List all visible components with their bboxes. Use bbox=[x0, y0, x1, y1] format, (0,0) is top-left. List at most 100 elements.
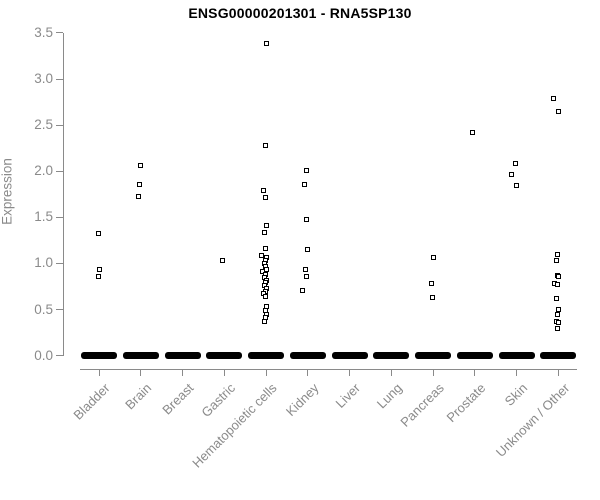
data-point bbox=[137, 181, 143, 187]
x-tick-label: Lung bbox=[374, 380, 406, 412]
y-tick-label: 0.5 bbox=[34, 301, 53, 317]
x-tick-label: Brain bbox=[122, 380, 155, 413]
x-tick-label: Kidney bbox=[282, 380, 322, 420]
y-axis-tick bbox=[56, 216, 63, 218]
x-axis-tick bbox=[390, 368, 392, 376]
data-point bbox=[555, 319, 561, 325]
x-tick-label: Gastric bbox=[198, 380, 239, 421]
zero-expression-bar bbox=[122, 352, 159, 359]
data-point bbox=[96, 266, 102, 272]
y-axis-label: Expression bbox=[0, 158, 15, 225]
y-axis-tick bbox=[56, 32, 63, 34]
data-point bbox=[555, 108, 561, 114]
y-axis-line bbox=[62, 32, 64, 356]
data-point bbox=[555, 307, 561, 313]
x-axis-line bbox=[80, 368, 577, 370]
x-tick-label: Breast bbox=[159, 380, 197, 418]
data-point bbox=[430, 255, 436, 261]
data-point bbox=[554, 311, 560, 317]
data-point bbox=[554, 251, 560, 257]
data-point bbox=[554, 325, 560, 331]
zero-expression-bar bbox=[289, 352, 326, 359]
y-axis-tick bbox=[56, 355, 63, 357]
data-point bbox=[262, 142, 268, 148]
x-tick-label: Prostate bbox=[443, 380, 489, 426]
data-point bbox=[428, 281, 434, 287]
x-tick-label: Liver bbox=[332, 380, 364, 411]
data-point bbox=[263, 40, 269, 46]
x-axis-tick bbox=[557, 368, 559, 376]
data-point bbox=[555, 273, 561, 279]
zero-expression-bar bbox=[164, 352, 201, 359]
data-point bbox=[138, 163, 144, 169]
data-point bbox=[300, 287, 306, 293]
data-point bbox=[550, 95, 556, 101]
y-tick-label: 1.5 bbox=[34, 209, 53, 225]
data-point bbox=[261, 319, 267, 325]
data-point bbox=[509, 172, 514, 178]
y-axis-tick bbox=[56, 262, 63, 264]
x-tick-label: Hematopoietic cells bbox=[189, 380, 280, 471]
x-axis-tick bbox=[265, 368, 267, 376]
data-point bbox=[262, 294, 268, 300]
data-point bbox=[263, 266, 269, 272]
x-tick-label: Bladder bbox=[70, 380, 113, 423]
data-point bbox=[554, 282, 560, 288]
x-tick-label: Pancreas bbox=[397, 380, 447, 430]
data-point bbox=[304, 273, 310, 279]
data-point bbox=[302, 181, 308, 187]
zero-expression-bar bbox=[248, 352, 284, 359]
data-point bbox=[262, 194, 268, 200]
zero-expression-bar bbox=[81, 352, 117, 359]
chart-title: ENSG00000201301 - RNA5SP130 bbox=[188, 5, 412, 21]
data-point bbox=[514, 182, 519, 188]
data-point bbox=[259, 269, 265, 275]
zero-expression-bar bbox=[331, 352, 368, 359]
data-point bbox=[95, 273, 101, 279]
zero-expression-bar bbox=[415, 352, 451, 359]
zero-expression-bar bbox=[498, 352, 535, 359]
zero-expression-bar bbox=[206, 352, 243, 359]
data-point bbox=[429, 295, 435, 301]
y-tick-label: 3.5 bbox=[34, 24, 53, 40]
data-point bbox=[513, 161, 518, 167]
y-tick-label: 3.0 bbox=[34, 71, 53, 86]
data-point bbox=[553, 258, 559, 264]
data-point bbox=[260, 188, 266, 194]
x-axis-tick bbox=[349, 368, 350, 376]
data-point bbox=[304, 216, 310, 222]
x-axis-tick bbox=[182, 368, 183, 376]
zero-expression-bar bbox=[456, 352, 493, 359]
y-axis-tick bbox=[56, 78, 63, 80]
x-axis-tick bbox=[307, 368, 309, 376]
y-tick-label: 1.0 bbox=[34, 255, 53, 271]
y-tick-label: 2.5 bbox=[34, 117, 53, 133]
x-axis-tick bbox=[98, 368, 100, 376]
x-axis-tick bbox=[516, 368, 517, 376]
y-axis-tick bbox=[56, 309, 63, 311]
data-point bbox=[470, 130, 476, 135]
zero-expression-bar bbox=[373, 352, 410, 359]
data-point bbox=[553, 296, 559, 302]
y-tick-label: 2.0 bbox=[34, 163, 53, 179]
y-tick-label: 0.0 bbox=[34, 347, 53, 363]
data-point bbox=[258, 252, 264, 258]
data-point bbox=[262, 246, 268, 252]
x-axis-tick bbox=[432, 368, 434, 376]
x-axis-tick bbox=[223, 368, 225, 376]
data-point bbox=[305, 247, 311, 253]
x-axis-tick bbox=[474, 368, 476, 376]
data-point bbox=[95, 231, 101, 237]
y-axis-tick bbox=[56, 170, 63, 172]
y-axis-tick bbox=[56, 124, 63, 126]
zero-expression-bar bbox=[540, 352, 577, 359]
data-point bbox=[261, 229, 267, 235]
data-point bbox=[304, 167, 310, 173]
data-point bbox=[136, 193, 142, 199]
x-tick-label: Skin bbox=[501, 380, 531, 409]
data-point bbox=[303, 267, 309, 273]
data-point bbox=[263, 223, 269, 229]
x-axis-tick bbox=[140, 368, 142, 376]
data-point bbox=[219, 258, 225, 264]
